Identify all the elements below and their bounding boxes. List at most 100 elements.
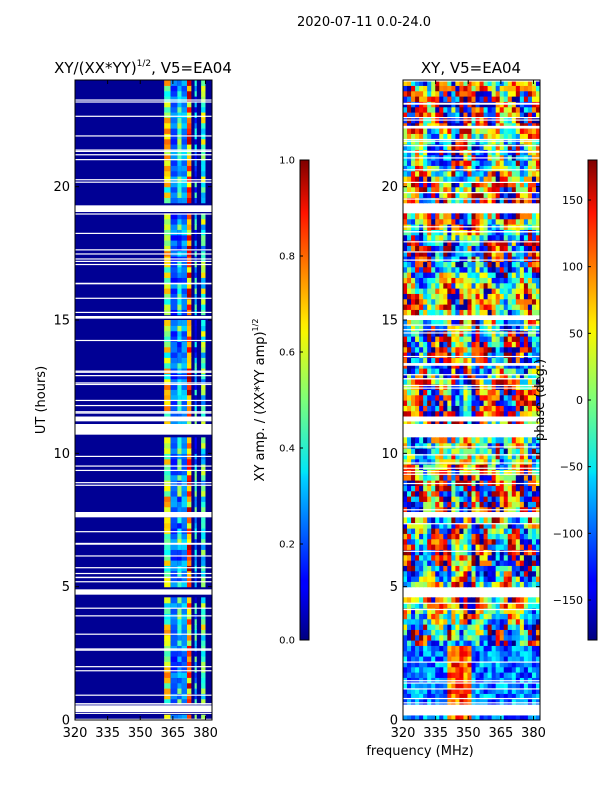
phase-cell (439, 165, 444, 172)
phase-cell (427, 245, 432, 252)
phase-cell (435, 474, 440, 481)
phase-cell (531, 693, 537, 700)
phase-cell (467, 96, 473, 102)
phase-cell (495, 618, 501, 625)
amplitude-cell (164, 176, 171, 182)
phase-cell (459, 213, 465, 220)
phase-cell (459, 698, 465, 705)
phase-cell (431, 661, 436, 668)
phase-cell (447, 693, 452, 700)
phase-cell (475, 458, 481, 465)
phase-cell (515, 624, 521, 630)
phase-cell (459, 538, 465, 545)
phase-cell (415, 250, 420, 257)
phase-cell (531, 304, 537, 310)
phase-cell (427, 533, 432, 540)
phase-cell (507, 122, 513, 129)
phase-cell (451, 597, 456, 604)
phase-cell (479, 624, 485, 630)
phase-cell (515, 533, 521, 540)
phase-cell (495, 309, 501, 316)
phase-cell (519, 218, 525, 225)
amplitude-cell (201, 533, 206, 540)
phase-cell (447, 304, 452, 310)
amplitude-flag-line (75, 253, 212, 255)
phase-cell (515, 613, 521, 620)
phase-cell (435, 517, 440, 524)
phase-cell (419, 160, 424, 166)
amplitude-cell (170, 458, 178, 465)
phase-cell (535, 650, 540, 657)
amplitude-cell (164, 714, 171, 720)
phase-cell (475, 485, 481, 492)
phase-cell (467, 186, 473, 193)
phase-cell (475, 245, 481, 252)
phase-cell (403, 128, 408, 134)
phase-cell (483, 336, 489, 342)
phase-cell (527, 122, 533, 129)
phase-cell (495, 85, 501, 92)
phase-cell (447, 629, 452, 636)
phase-cell (455, 576, 461, 582)
amplitude-cell (181, 122, 187, 129)
phase-cell (439, 634, 444, 641)
phase-cell (503, 405, 509, 412)
phase-cell (415, 186, 420, 193)
amplitude-cell (170, 138, 178, 145)
amplitude-cell (177, 117, 182, 124)
phase-cell (531, 528, 537, 534)
phase-cell (419, 565, 424, 572)
phase-cell (483, 80, 489, 86)
phase-cell (503, 597, 509, 604)
amplitude-cell (186, 389, 192, 396)
phase-cell (443, 624, 448, 630)
phase-cell (475, 624, 481, 630)
amplitude-cell (177, 549, 182, 556)
phase-cell (495, 304, 501, 310)
phase-cell (503, 442, 509, 449)
phase-cell (407, 80, 412, 86)
phase-cell (439, 650, 444, 657)
phase-cell (447, 160, 452, 166)
phase-cell (495, 378, 501, 385)
amplitude-cell (164, 229, 171, 236)
phase-cell (443, 346, 448, 353)
amplitude-title-tail: , V5=EA04 (151, 59, 232, 77)
phase-cell (515, 394, 521, 401)
amplitude-flag-line (75, 181, 212, 183)
phase-cell (463, 656, 469, 662)
phase-cell (479, 330, 485, 337)
phase-cell (459, 613, 465, 620)
phase-cell (495, 538, 501, 545)
phase-cell (419, 234, 424, 241)
amplitude-cell (194, 624, 197, 630)
phase-cell (435, 442, 440, 449)
phase-cell (527, 528, 533, 534)
phase-cell (487, 517, 493, 524)
phase-cell (471, 309, 477, 316)
phase-cell (535, 341, 540, 348)
phase-cell (479, 165, 485, 172)
amplitude-cell (201, 352, 206, 358)
phase-cell (447, 325, 452, 332)
phase-cell (439, 576, 444, 582)
phase-cell (511, 330, 517, 337)
phase-cell (515, 282, 521, 289)
phase-cell (483, 250, 489, 257)
amplitude-cell (186, 442, 192, 449)
phase-cell (415, 325, 420, 332)
phase-cell (467, 581, 473, 588)
phase-cell (403, 298, 408, 305)
phase-cell (491, 656, 497, 662)
phase-cell (531, 688, 537, 694)
phase-cell (515, 293, 521, 300)
phase-cell (495, 389, 501, 396)
phase-cell (483, 528, 489, 534)
phase-cell (403, 656, 408, 662)
phase-cell (491, 517, 497, 524)
phase-cell (523, 330, 529, 337)
amplitude-cell (164, 597, 171, 604)
amplitude-cell (194, 656, 197, 662)
phase-cell (411, 656, 416, 662)
